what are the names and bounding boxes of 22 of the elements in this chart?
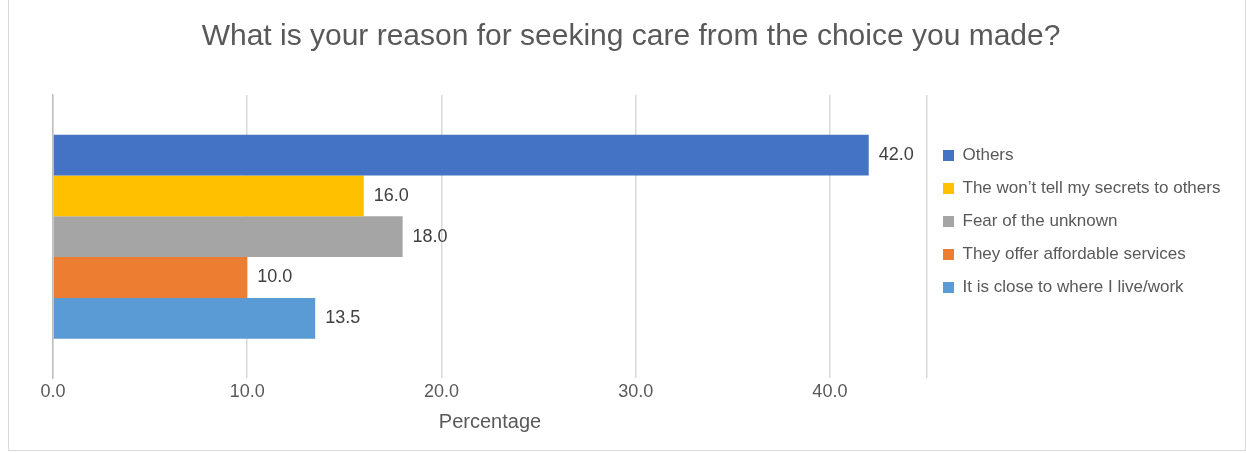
bar [53,216,403,258]
data-label: 16.0 [373,184,409,205]
data-label: 10.0 [257,266,293,287]
legend-label: It is close to where I live/work [962,277,1185,297]
x-tick-label: 10.0 [229,381,265,402]
data-label: 13.5 [325,307,361,328]
data-label: 42.0 [878,144,914,165]
x-tick-label: 40.0 [812,381,848,402]
chart-title: What is your reason for seeking care from the choice you made? [201,18,1061,52]
legend-label: Fear of the unknown [962,211,1118,231]
x-tick-label: 0.0 [40,381,66,402]
x-axis-title: Percentage [438,409,542,432]
legend-label: They offer affordable services [962,244,1186,264]
bar [53,257,248,298]
x-tick-label: 20.0 [423,381,459,402]
legend-label: Others [962,145,1014,165]
bar [53,297,316,339]
bar [53,134,869,176]
data-label: 18.0 [412,225,448,246]
x-tick-label: 30.0 [618,381,654,402]
legend-label: The won’t tell my secrets to others [962,178,1221,198]
bar [53,175,364,217]
